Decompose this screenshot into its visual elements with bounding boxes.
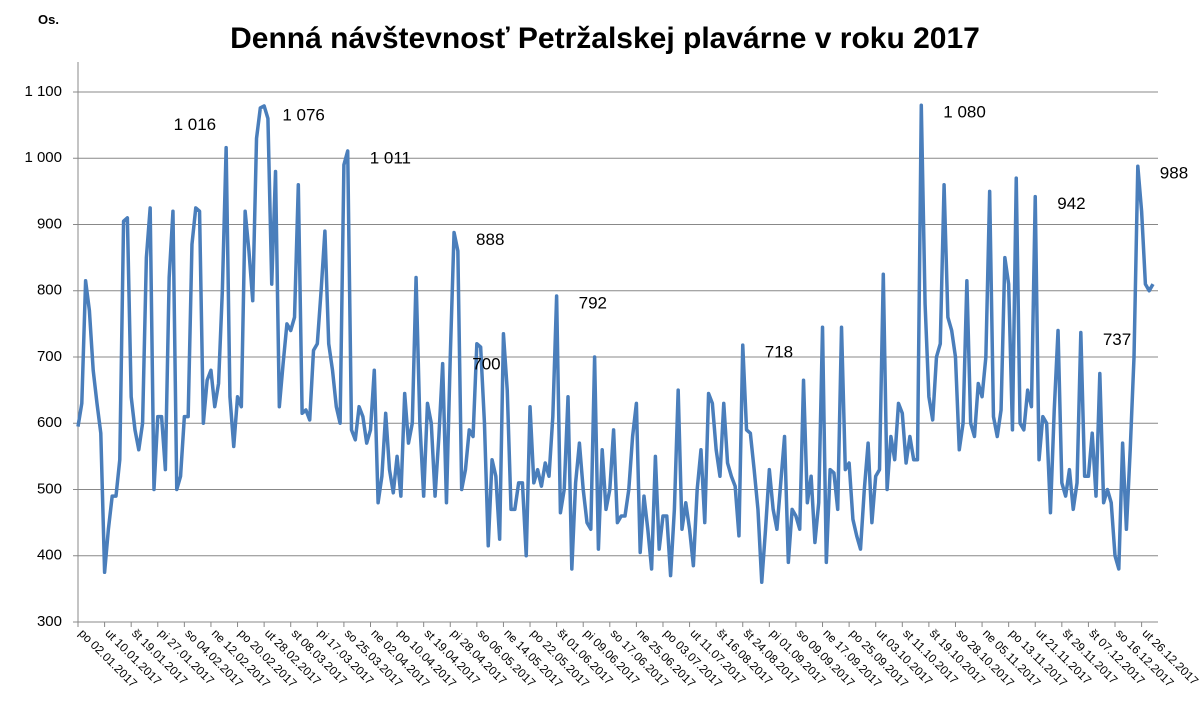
annotation: 792: [579, 294, 607, 313]
y-tick-label: 300: [37, 613, 62, 630]
y-tick-label: 700: [37, 348, 62, 365]
data-line: [76, 103, 1155, 584]
y-tick-label: 600: [37, 414, 62, 431]
y-tick-label: 800: [37, 282, 62, 299]
y-tick-label: 400: [37, 547, 62, 564]
annotation: 988: [1160, 164, 1188, 183]
chart-title: Denná návštevnosť Petržalskej plavárne v…: [230, 22, 980, 55]
annotation: 942: [1057, 194, 1085, 213]
annotation: 718: [765, 343, 793, 362]
y-tick-label: 900: [37, 215, 62, 232]
annotation: 1 080: [943, 103, 986, 122]
y-tick-label: 1 100: [24, 83, 62, 100]
annotation: 1 016: [174, 115, 217, 134]
annotation: 737: [1103, 330, 1131, 349]
y-tick-label: 1 000: [24, 149, 62, 166]
y-axis-label: Os.: [38, 12, 59, 27]
y-tick-label: 500: [37, 480, 62, 497]
annotation: 1 076: [282, 105, 325, 124]
annotation: 700: [472, 354, 500, 373]
annotation: 888: [476, 230, 504, 249]
annotation: 1 011: [370, 148, 411, 167]
